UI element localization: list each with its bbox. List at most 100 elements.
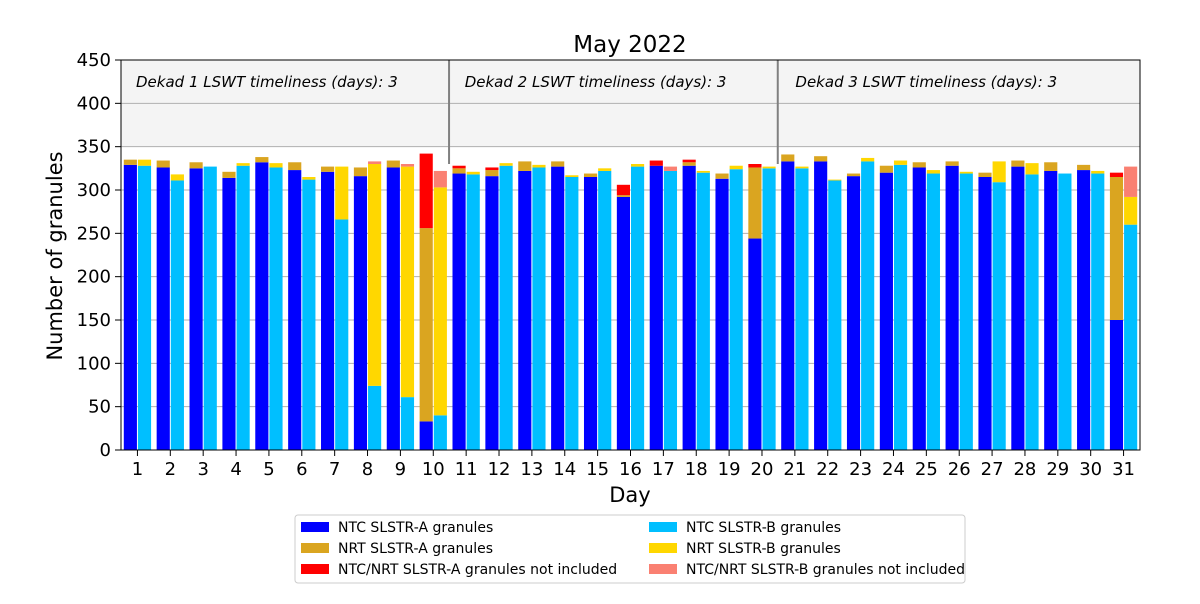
legend-box [294, 514, 966, 584]
x-tick-label: 14 [553, 459, 576, 480]
bar-segment [879, 165, 893, 173]
x-tick-label: 26 [948, 459, 971, 480]
bar-segment [912, 167, 926, 450]
legend-entry: NTC/NRT SLSTR-A granules not included [338, 562, 617, 578]
bar-segment [255, 162, 269, 450]
bar-segment [466, 171, 480, 175]
bar-segment [959, 171, 973, 174]
bar-segment [321, 166, 335, 172]
bar-segment [959, 173, 973, 451]
bar-segment [1058, 173, 1072, 451]
bar-segment [598, 170, 612, 450]
bar-segment [137, 165, 152, 450]
bar-segment [1025, 163, 1039, 175]
dekad-annotation: Dekad 1 LSWT timeliness (days): 3 [136, 73, 398, 91]
y-tick-label: 450 [77, 50, 111, 71]
bar-segment [682, 159, 696, 163]
bar-segment [715, 173, 729, 179]
x-tick-label: 17 [652, 459, 675, 480]
bar-segment [781, 161, 795, 450]
bar-segment [893, 164, 908, 450]
bar-segment [879, 172, 893, 450]
bar-segment [1124, 224, 1138, 450]
bar-segment [335, 219, 349, 450]
bar-segment [433, 170, 447, 188]
x-tick-label: 24 [882, 459, 905, 480]
x-tick-label: 2 [165, 459, 176, 480]
y-tick-label: 200 [77, 267, 111, 288]
bar-segment [1025, 174, 1039, 450]
bar-segment [846, 176, 861, 450]
bar-segment [978, 177, 992, 450]
x-tick-label: 7 [329, 459, 340, 480]
bar-segment [368, 385, 382, 450]
x-tick-label: 16 [619, 459, 642, 480]
y-tick-label: 250 [77, 223, 111, 244]
bar-segment [551, 166, 565, 450]
bar-segment [828, 180, 842, 450]
bar-segment [386, 167, 400, 450]
chart-title: May 2022 [573, 32, 686, 58]
legend-swatch [301, 522, 329, 532]
legend-entry: NRT SLSTR-A granules [338, 541, 493, 557]
x-tick-label: 12 [488, 459, 511, 480]
legend-swatch [649, 543, 677, 553]
x-tick-label: 15 [586, 459, 609, 480]
bar-segment [696, 172, 710, 450]
bar-segment [321, 171, 335, 451]
x-tick-label: 21 [783, 459, 806, 480]
bar-segment [222, 177, 236, 450]
bar-segment [926, 173, 940, 451]
bar-segment [814, 156, 828, 162]
bar-segment [748, 164, 762, 168]
bar-segment [992, 182, 1006, 450]
bar-segment [368, 164, 382, 386]
bar-segment [992, 161, 1006, 183]
bar-segment [1044, 162, 1058, 171]
bar-segment [631, 164, 645, 167]
bar-segment [1077, 170, 1091, 451]
dekad-annotation: Dekad 3 LSWT timeliness (days): 3 [795, 73, 1057, 91]
bar-segment [565, 177, 579, 450]
bar-segment [499, 165, 513, 450]
y-tick-label: 0 [100, 440, 111, 461]
bar-segment [400, 166, 415, 398]
bar-segment [236, 165, 250, 450]
x-tick-label: 3 [197, 459, 208, 480]
bar-segment [1091, 173, 1105, 451]
y-tick-label: 50 [88, 397, 111, 418]
bar-segment [302, 177, 316, 180]
bar-segment [302, 179, 316, 450]
bar-segment [203, 166, 217, 450]
bar-segment [926, 170, 940, 174]
bar-segment [781, 154, 795, 162]
bar-segment [170, 174, 184, 181]
x-tick-label: 1 [132, 459, 143, 480]
bar-segment [1124, 196, 1138, 225]
bar-segment [400, 397, 415, 450]
x-tick-label: 9 [395, 459, 406, 480]
bar-segment [912, 162, 926, 168]
legend-swatch [649, 564, 677, 574]
bar-segment [663, 166, 678, 171]
bar-segment [1077, 164, 1091, 171]
x-tick-label: 11 [455, 459, 478, 480]
x-tick-label: 13 [520, 459, 543, 480]
y-tick-label: 300 [77, 180, 111, 201]
bar-segment [846, 173, 861, 177]
bar-segment [419, 421, 433, 450]
bar-segment [170, 180, 184, 450]
bar-segment [663, 170, 678, 450]
x-tick-label: 8 [362, 459, 373, 480]
bar-segment [978, 172, 992, 177]
bar-segment [762, 168, 776, 451]
legend-entry: NTC SLSTR-A granules [338, 520, 493, 536]
bar-segment [518, 170, 532, 450]
x-tick-label: 29 [1046, 459, 1069, 480]
bar-segment [551, 161, 565, 167]
y-tick-label: 150 [77, 310, 111, 331]
bar-segment [353, 167, 368, 177]
x-tick-label: 22 [816, 459, 839, 480]
x-tick-label: 19 [718, 459, 741, 480]
